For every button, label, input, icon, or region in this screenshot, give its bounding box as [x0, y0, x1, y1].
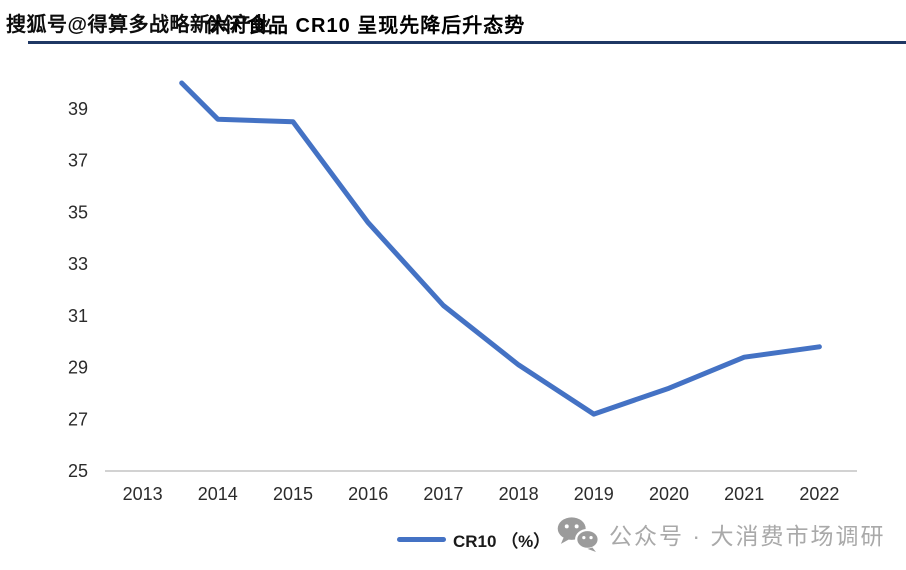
legend-label: CR10 （%） [453, 532, 551, 551]
y-axis-tick-label: 27 [68, 409, 88, 429]
y-axis-tick-label: 29 [68, 358, 88, 378]
legend-line-swatch-icon [397, 537, 446, 542]
y-axis-tick-label: 37 [68, 151, 88, 171]
x-axis-tick-label: 2017 [423, 484, 463, 504]
legend: CR10 （%） [397, 527, 550, 552]
y-axis-tick-label: 25 [68, 461, 88, 481]
x-axis-tick-label: 2015 [273, 484, 313, 504]
chart-title: 休闲食品 CR10 呈现先降后升态势 [205, 15, 526, 37]
x-axis-tick-label: 2014 [198, 484, 238, 504]
footer-account-text: 公众号 · 大消费市场调研 [609, 523, 886, 549]
x-axis-tick-label: 2019 [574, 484, 614, 504]
y-axis-tick-label: 33 [68, 254, 88, 274]
y-axis-tick-label: 39 [68, 99, 88, 119]
x-axis-tick-label: 2013 [123, 484, 163, 504]
sohu-watermark-text: 搜狐号@得算多战略新兴产业 [6, 14, 273, 36]
cr10-series-line [179, 80, 822, 417]
x-axis-tick-label: 2016 [348, 484, 388, 504]
x-axis-tick-label: 2022 [799, 484, 839, 504]
title-underline-rule [28, 41, 906, 44]
wechat-icon [557, 517, 600, 552]
x-axis-tick-label: 2020 [649, 484, 689, 504]
y-axis-tick-label: 31 [68, 306, 88, 326]
x-axis-tick-label: 2021 [724, 484, 764, 504]
y-axis-tick-label: 35 [68, 202, 88, 222]
x-axis-tick-label: 2018 [499, 484, 539, 504]
footer-account-bar: 公众号 · 大消费市场调研 [556, 516, 885, 552]
